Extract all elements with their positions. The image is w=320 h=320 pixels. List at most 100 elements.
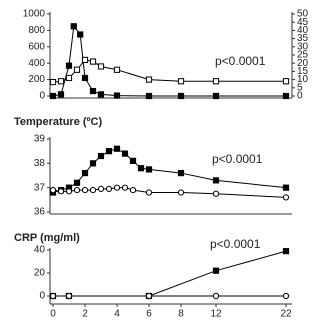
marker	[89, 87, 97, 95]
marker	[145, 92, 153, 100]
marker	[282, 92, 290, 100]
marker	[177, 92, 185, 100]
marker	[145, 166, 153, 173]
series-line	[52, 148, 287, 194]
marker	[129, 187, 137, 194]
marker	[70, 23, 77, 30]
y2-tick-label: 5	[297, 82, 303, 93]
marker	[49, 187, 57, 194]
series-line	[53, 250, 287, 297]
marker	[282, 248, 290, 255]
marker	[49, 78, 57, 86]
annotation: p<0.0001	[210, 237, 261, 251]
y2-tick-label: 35	[297, 33, 309, 44]
y-tick-label: 38	[34, 158, 46, 169]
marker	[97, 185, 105, 192]
y2-tick-label: 40	[297, 25, 309, 36]
marker	[129, 157, 137, 165]
marker	[105, 185, 113, 192]
marker	[89, 187, 97, 194]
x-tick-label: 6	[146, 309, 152, 320]
y2-tick-label: 0	[297, 91, 303, 102]
y-tick-label: 37	[34, 182, 46, 193]
marker	[177, 169, 185, 177]
y-tick-label: 800	[28, 25, 45, 36]
annotation: p<0.0001	[212, 152, 263, 166]
marker	[145, 76, 153, 83]
y2-tick-label: 30	[297, 41, 309, 52]
panel-title: Temperature (ºC)	[14, 116, 102, 128]
x-tick-label: 4	[114, 309, 120, 320]
marker	[57, 78, 65, 85]
y2-tick-label: 45	[297, 17, 309, 28]
marker	[77, 31, 84, 38]
marker	[81, 169, 89, 177]
marker	[49, 292, 57, 300]
y-tick-label: 200	[28, 74, 45, 85]
marker	[105, 148, 113, 155]
marker	[113, 92, 121, 99]
marker	[282, 78, 290, 85]
marker	[121, 184, 129, 191]
marker	[65, 62, 73, 69]
x-tick-label: 2	[82, 309, 88, 320]
marker	[97, 63, 105, 70]
y2-tick-label: 50	[297, 9, 309, 20]
marker	[73, 66, 81, 73]
marker	[137, 165, 145, 172]
x-tick-label: 8	[178, 309, 184, 320]
series-line	[52, 187, 287, 198]
y-tick-label: 0	[39, 291, 45, 302]
x-tick-label: 0	[50, 309, 56, 320]
marker	[81, 187, 89, 194]
marker	[212, 292, 220, 300]
marker	[73, 187, 81, 194]
marker	[145, 189, 153, 196]
marker	[81, 56, 89, 64]
marker	[65, 188, 73, 195]
y2-tick-label: 25	[297, 50, 309, 61]
marker	[65, 292, 73, 300]
y2-tick-label: 15	[297, 66, 309, 77]
y-tick-label: 20	[34, 268, 46, 279]
marker	[212, 190, 220, 197]
marker	[212, 267, 220, 274]
marker	[97, 91, 105, 98]
marker	[177, 78, 185, 85]
marker	[97, 152, 105, 160]
marker	[282, 292, 290, 300]
marker	[121, 150, 129, 157]
marker	[89, 58, 97, 65]
y-tick-label: 36	[34, 207, 46, 218]
marker	[81, 74, 89, 82]
y-tick-label: 1000	[23, 9, 46, 20]
y2-tick-label: 20	[297, 58, 309, 69]
marker	[145, 292, 153, 300]
marker	[65, 74, 73, 82]
marker	[89, 160, 97, 167]
marker	[177, 189, 185, 196]
marker	[113, 145, 121, 152]
x-tick-label: 12	[210, 309, 222, 320]
marker	[57, 91, 65, 98]
y-tick-label: 600	[28, 41, 45, 52]
marker	[282, 184, 290, 191]
y-tick-label: 40	[34, 245, 46, 256]
marker	[212, 78, 220, 85]
marker	[212, 177, 220, 184]
panel-title: CRP (mg/ml)	[14, 232, 80, 244]
marker	[73, 179, 81, 186]
marker	[113, 184, 121, 191]
marker	[49, 92, 57, 100]
marker	[113, 66, 121, 73]
annotation: p<0.0001	[215, 54, 266, 68]
y-tick-label: 0	[39, 91, 45, 102]
x-tick-label: 22	[280, 309, 292, 320]
y2-tick-label: 10	[297, 74, 309, 85]
marker	[282, 194, 290, 201]
y-tick-label: 400	[28, 58, 45, 69]
y-tick-label: 39	[34, 134, 46, 145]
marker	[212, 92, 220, 100]
marker	[57, 188, 65, 195]
